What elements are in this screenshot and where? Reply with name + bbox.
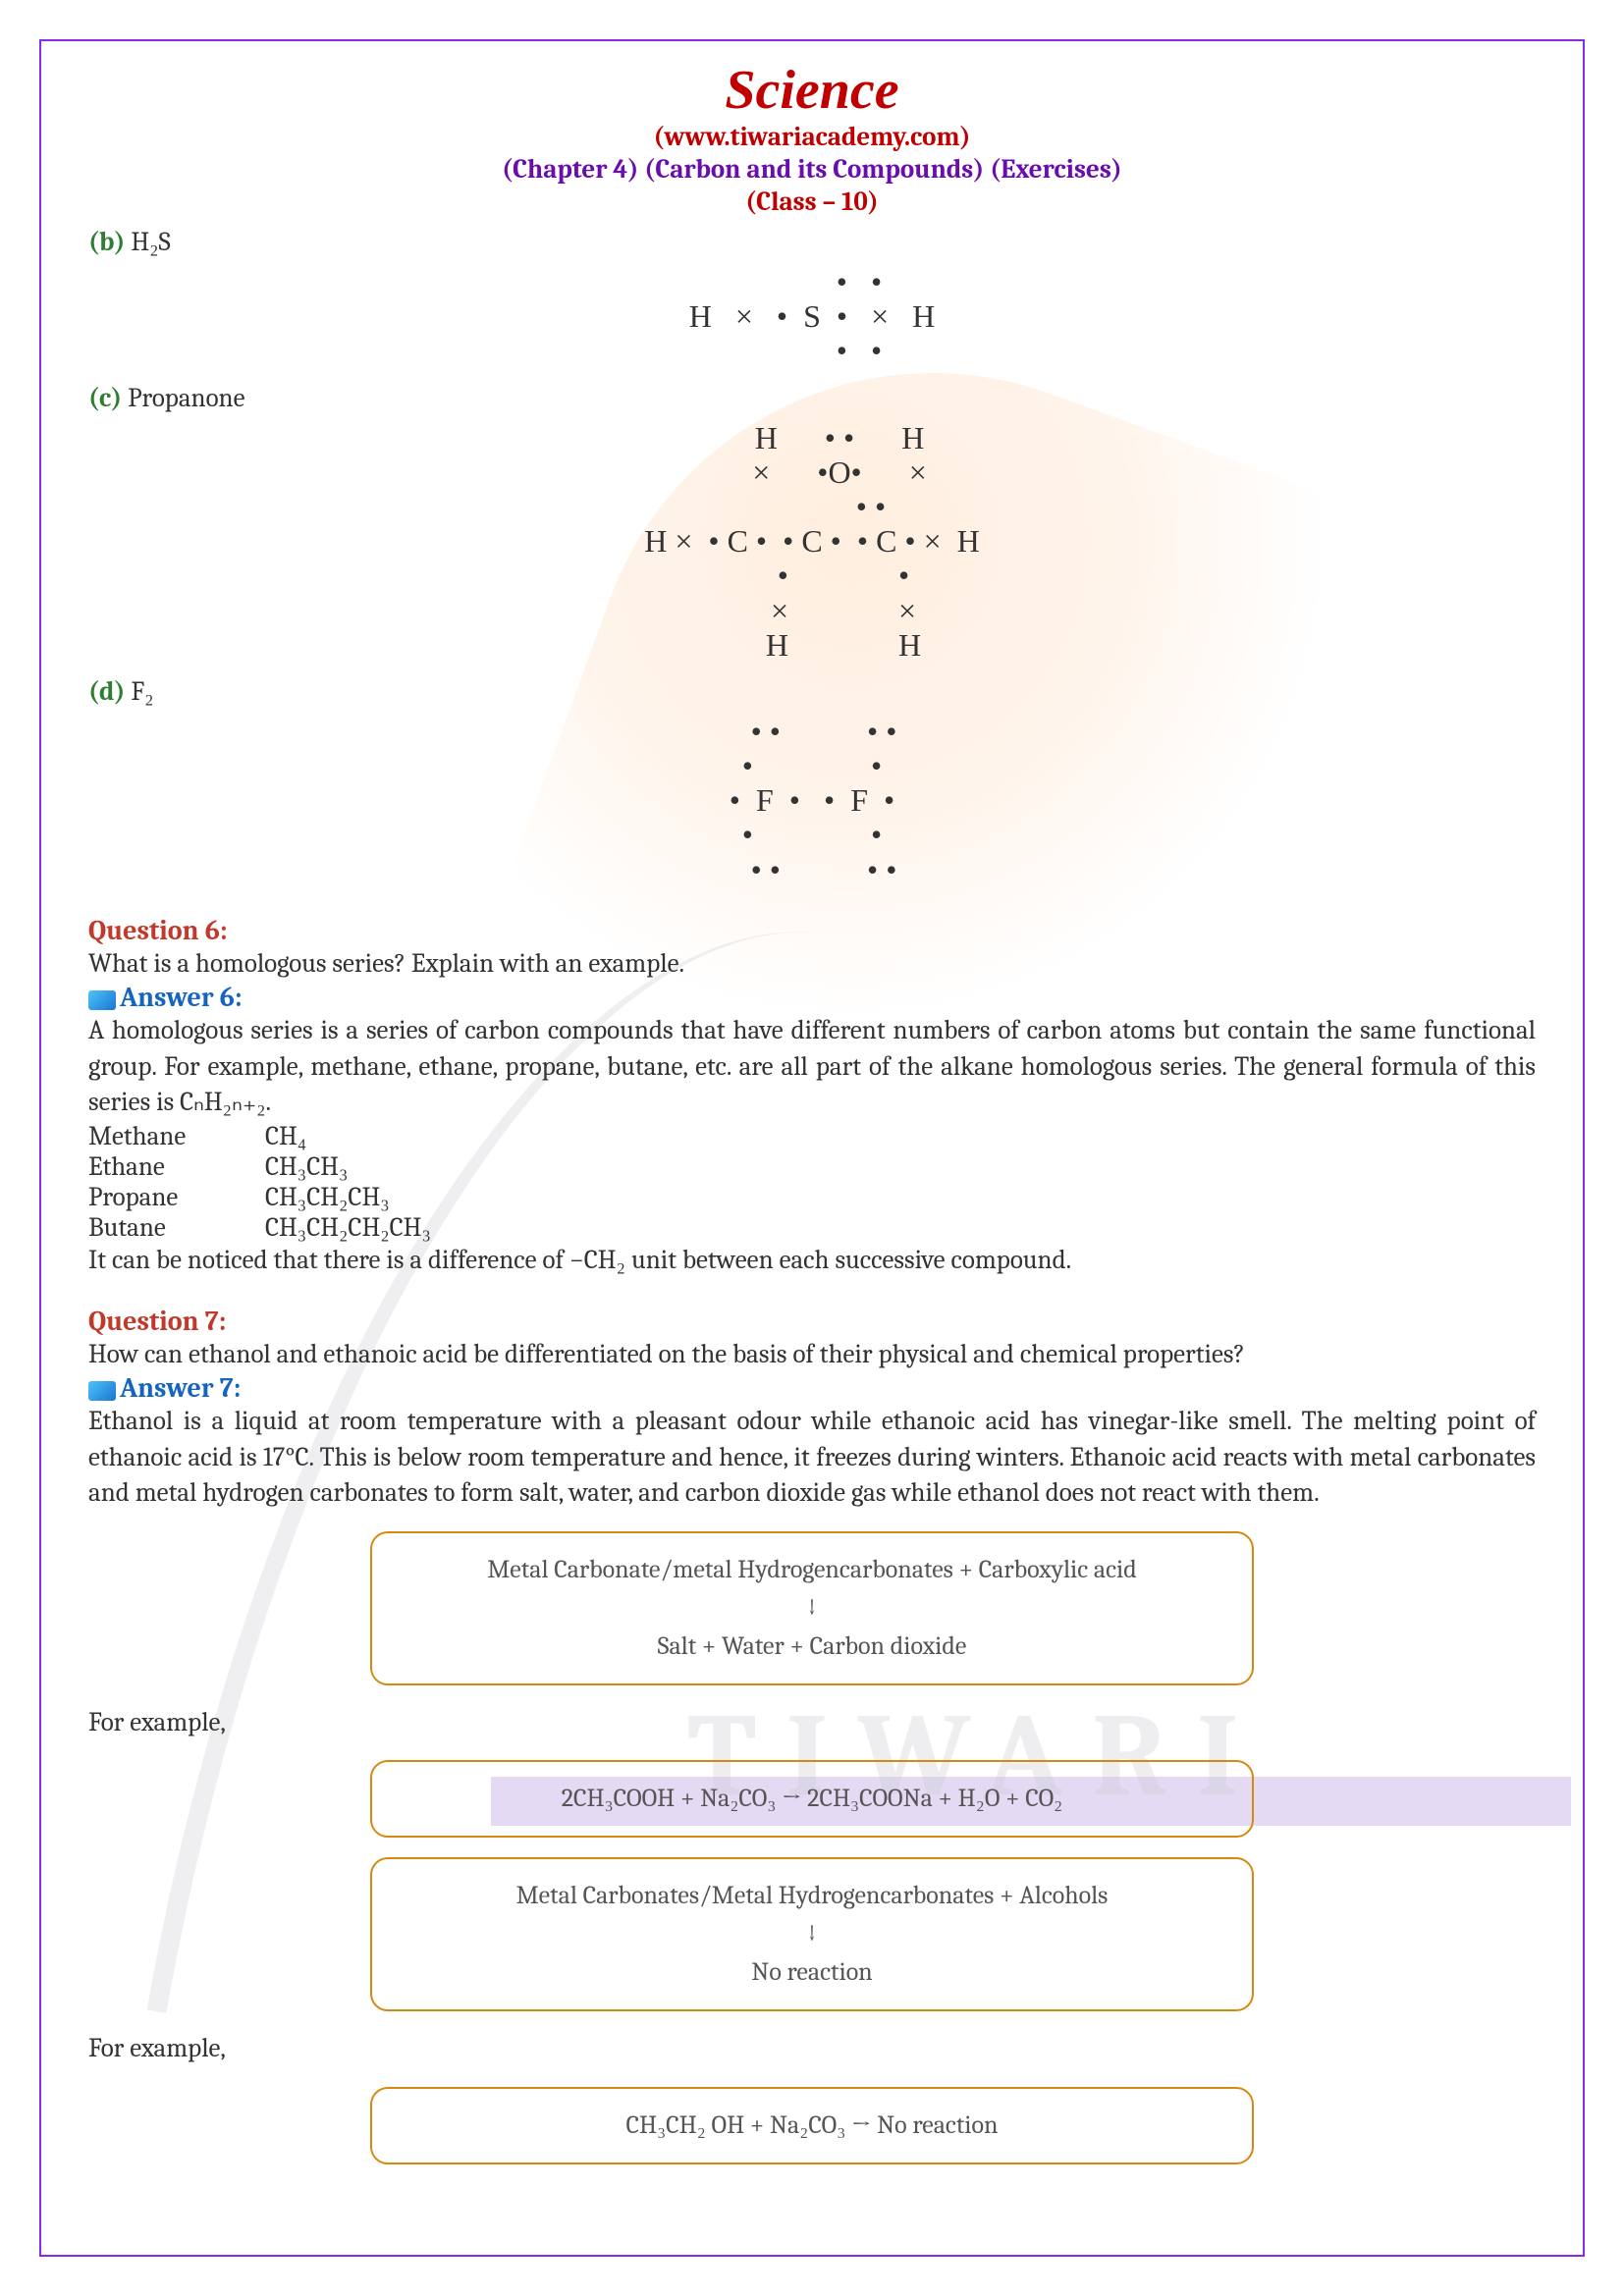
f2-diagram: • • • • • • • F • • F • • • • • • • [88, 715, 1536, 887]
reaction-line: Salt + Water + Carbon dioxide [402, 1628, 1222, 1666]
site-url: (www.tiwariacademy.com) [88, 122, 1536, 152]
question-7-text: How can ethanol and ethanoic acid be dif… [88, 1337, 1536, 1372]
for-example-1: For example, [88, 1705, 1536, 1740]
compound-formula: CH₄ [265, 1121, 306, 1151]
answer-7-label: Answer 7: [120, 1372, 241, 1404]
compound-formula: CH₃CH₂CH₃ [265, 1182, 390, 1212]
answer-7-para: Ethanol is a liquid at room temperature … [88, 1404, 1536, 1511]
page-title: Science [88, 59, 1536, 122]
answer-6-label: Answer 6: [120, 982, 243, 1013]
table-row: Butane CH₃CH₂CH₂CH₃ [88, 1212, 1536, 1243]
table-row: Ethane CH₃CH₃ [88, 1151, 1536, 1182]
item-d-text: F₂ [131, 676, 153, 707]
answer-7-header: Answer 7: [88, 1372, 1536, 1404]
item-b-text: H₂S [131, 227, 170, 257]
item-d: (d) F₂ [88, 676, 1536, 707]
answer-6-para2: It can be noticed that there is a differ… [88, 1243, 1536, 1278]
answer-6-header: Answer 6: [88, 982, 1536, 1013]
reaction-equation: 2CH₃COOH + Na₂CO₃ → 2CH₃COONa + H₂O + CO… [402, 1780, 1222, 1818]
reaction-arrow: ↓ [402, 1915, 1222, 1953]
reaction-box-3: Metal Carbonates/Metal Hydrogencarbonate… [370, 1857, 1254, 2011]
reaction-box-2: 2CH₃COOH + Na₂CO₃ → 2CH₃COONa + H₂O + CO… [370, 1760, 1254, 1838]
reaction-equation: CH₃CH₂ OH + Na₂CO₃ → No reaction [402, 2107, 1222, 2145]
reaction-arrow: ↓ [402, 1589, 1222, 1628]
reaction-line: No reaction [402, 1953, 1222, 1992]
item-d-label: (d) [88, 676, 125, 707]
compound-name: Ethane [88, 1151, 265, 1182]
item-c-label: (c) [88, 383, 122, 413]
question-6-text: What is a homologous series? Explain wit… [88, 946, 1536, 982]
propanone-diagram: H • • H × •O• × • • H × • C • • C • • C … [88, 421, 1536, 663]
h2s-diagram: • • H × • S • × H • • [88, 265, 1536, 369]
for-example-2: For example, [88, 2031, 1536, 2066]
item-b: (b) H₂S [88, 227, 1536, 257]
item-b-label: (b) [88, 227, 125, 257]
answer-6-para1: A homologous series is a series of carbo… [88, 1013, 1536, 1120]
question-6-label: Question 6: [88, 915, 1536, 946]
compound-formula: CH₃CH₃ [265, 1151, 348, 1182]
item-c-text: Propanone [128, 383, 244, 413]
table-row: Methane CH₄ [88, 1121, 1536, 1151]
compound-name: Propane [88, 1182, 265, 1212]
page-content: Science (www.tiwariacademy.com) (Chapter… [88, 59, 1536, 2184]
compound-name: Methane [88, 1121, 265, 1151]
class-heading: (Class – 10) [88, 187, 1536, 217]
reaction-box-1: Metal Carbonate/metal Hydrogencarbonates… [370, 1531, 1254, 1685]
reaction-line: Metal Carbonate/metal Hydrogencarbonates… [402, 1551, 1222, 1589]
chapter-heading: (Chapter 4) (Carbon and its Compounds) (… [88, 154, 1536, 185]
question-7-label: Question 7: [88, 1306, 1536, 1337]
item-c: (c) Propanone [88, 383, 1536, 413]
reaction-box-4: CH₃CH₂ OH + Na₂CO₃ → No reaction [370, 2087, 1254, 2164]
table-row: Propane CH₃CH₂CH₃ [88, 1182, 1536, 1212]
compound-name: Butane [88, 1212, 265, 1243]
compound-formula: CH₃CH₂CH₂CH₃ [265, 1212, 431, 1243]
answer-icon [88, 990, 116, 1010]
reaction-line: Metal Carbonates/Metal Hydrogencarbonate… [402, 1877, 1222, 1915]
answer-icon [88, 1381, 116, 1401]
